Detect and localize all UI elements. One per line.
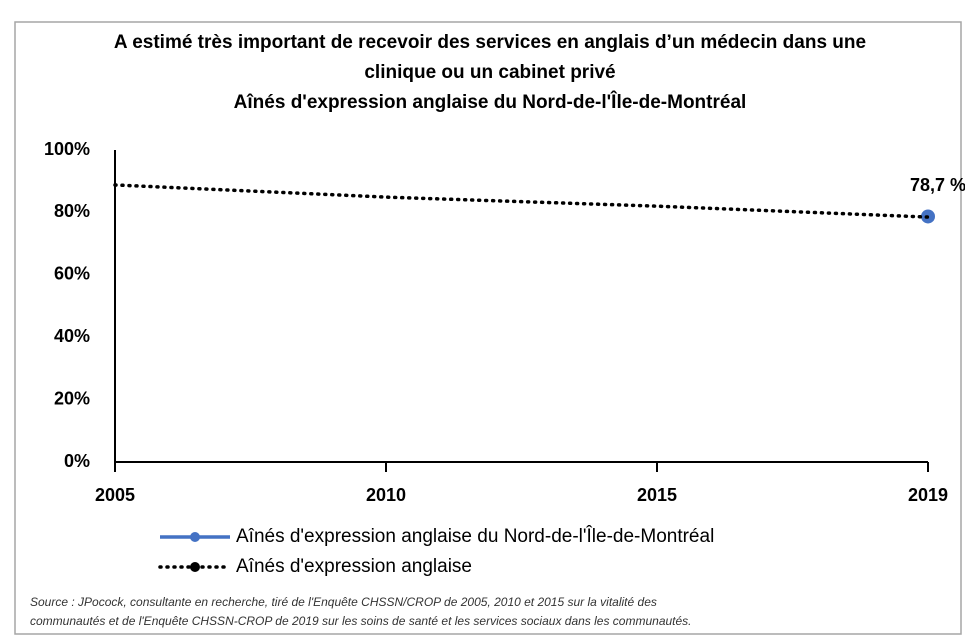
y-tick-label: 80%	[54, 201, 90, 221]
x-tick-label: 2010	[366, 485, 406, 505]
x-tick-label: 2005	[95, 485, 135, 505]
y-tick-label: 20%	[54, 388, 90, 408]
chart-subtitle: Aînés d'expression anglaise du Nord-de-l…	[234, 91, 747, 113]
x-tick-label: 2019	[908, 485, 948, 505]
legend-label: Aînés d'expression anglaise	[236, 556, 472, 577]
y-tick-label: 60%	[54, 264, 90, 284]
source-note: communautés et de l'Enquête CHSSN-CROP d…	[30, 614, 692, 628]
chart-title: clinique ou un cabinet privé	[364, 62, 615, 83]
legend-label: Aînés d'expression anglaise du Nord-de-l…	[236, 525, 714, 547]
data-label: 78,7 %	[910, 175, 965, 195]
y-tick-label: 0%	[64, 451, 90, 471]
source-note: Source : JPocock, consultante en recherc…	[30, 595, 657, 609]
chart-title: A estimé très important de recevoir des …	[114, 32, 866, 53]
y-tick-label: 40%	[54, 326, 90, 346]
series-line	[113, 183, 930, 219]
chart-frame	[14, 21, 962, 635]
x-tick-label: 2015	[637, 485, 677, 505]
y-tick-label: 100%	[44, 139, 90, 159]
legend-marker	[190, 532, 200, 542]
legend-marker	[190, 562, 200, 572]
